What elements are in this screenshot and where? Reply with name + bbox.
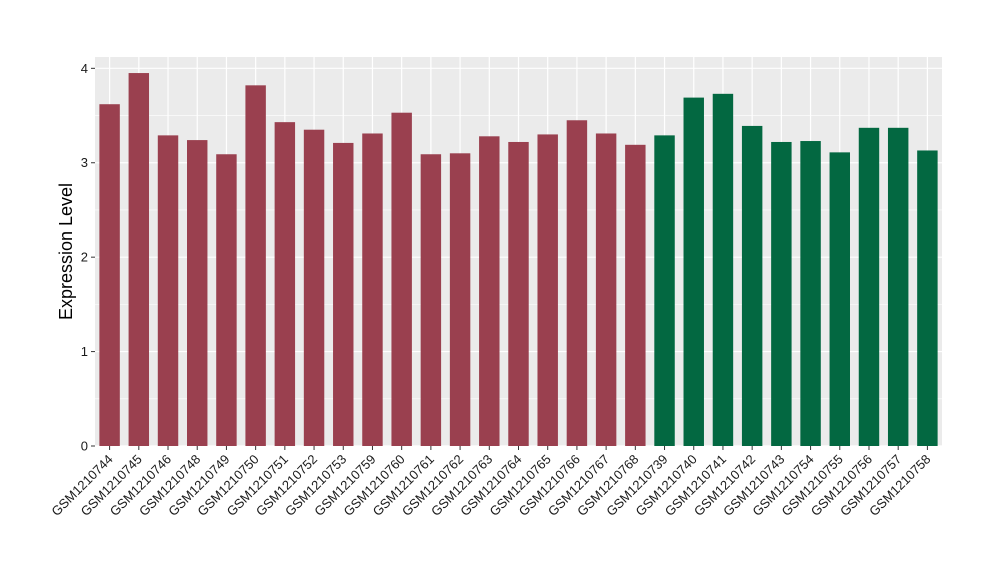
bar-GSM1210751 <box>274 122 296 446</box>
bar-GSM1210761 <box>420 154 442 446</box>
bar-GSM1210750 <box>245 85 266 446</box>
bars <box>99 73 938 447</box>
bar-GSM1210764 <box>508 141 529 447</box>
bar-GSM1210745 <box>128 73 150 447</box>
bar-GSM1210743 <box>771 141 792 447</box>
y-tick-label: 3 <box>81 155 88 170</box>
bar-GSM1210753 <box>333 142 354 446</box>
y-axis: 0 1 2 3 4 <box>81 61 95 454</box>
bar-GSM1210742 <box>741 125 763 447</box>
y-tick-label: 0 <box>81 439 88 454</box>
bar-GSM1210767 <box>595 133 617 446</box>
y-axis-title: Expression Level <box>56 183 76 320</box>
bar-GSM1210760 <box>391 112 412 447</box>
bar-GSM1210739 <box>654 135 675 446</box>
y-tick-label: 1 <box>81 344 88 359</box>
bar-GSM1210740 <box>683 97 704 446</box>
y-tick-label: 4 <box>81 61 88 76</box>
bar-GSM1210765 <box>537 134 558 446</box>
bar-GSM1210757 <box>887 127 909 446</box>
bar-GSM1210754 <box>800 141 821 446</box>
bar-GSM1210762 <box>449 153 471 446</box>
bar-GSM1210758 <box>917 150 938 446</box>
bar-GSM1210768 <box>625 144 646 446</box>
y-tick-label: 2 <box>81 250 88 265</box>
bar-GSM1210755 <box>829 152 850 447</box>
bar-GSM1210752 <box>303 129 325 446</box>
x-axis: GSM1210744GSM1210745GSM1210746GSM1210748… <box>48 446 934 519</box>
bar-GSM1210746 <box>157 135 179 446</box>
bar-GSM1210766 <box>566 120 588 447</box>
bar-GSM1210748 <box>187 140 208 446</box>
bar-GSM1210749 <box>216 154 237 446</box>
bar-GSM1210756 <box>858 127 880 446</box>
bar-GSM1210741 <box>712 93 734 446</box>
bar-GSM1210763 <box>479 136 500 447</box>
bar-GSM1210744 <box>99 104 120 446</box>
bar-GSM1210759 <box>362 133 383 446</box>
